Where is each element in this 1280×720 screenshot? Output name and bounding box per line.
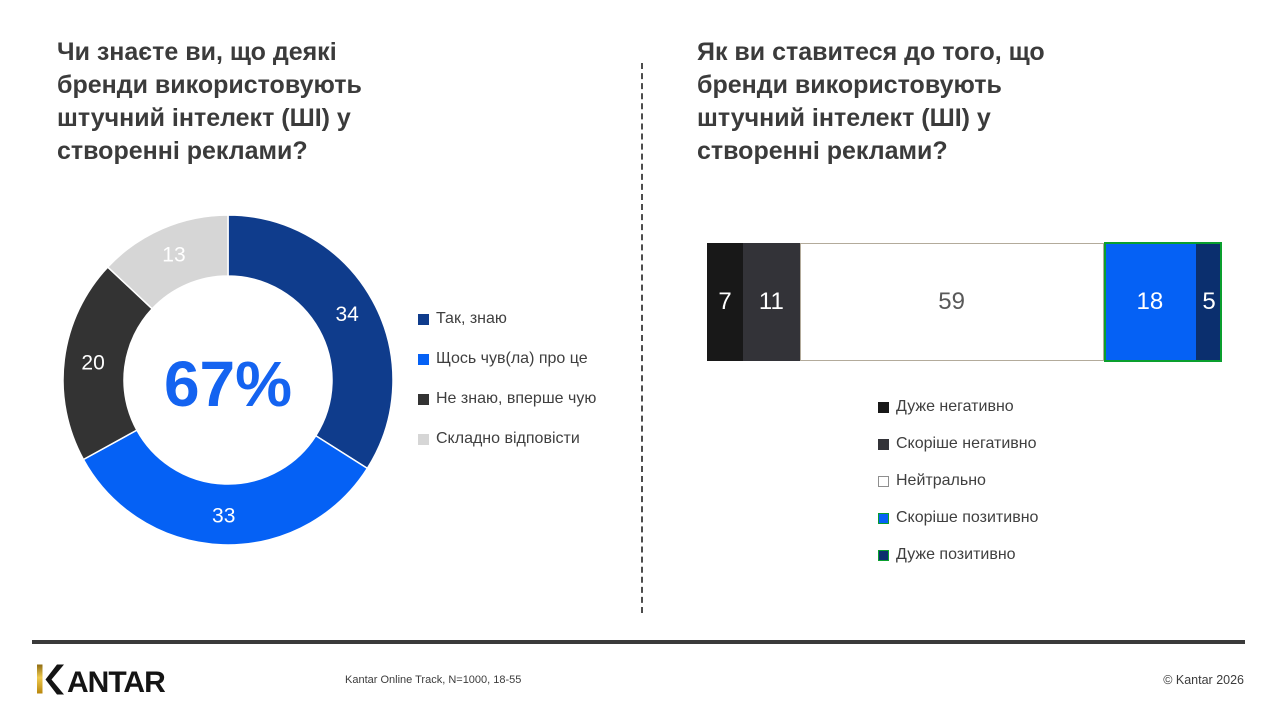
legend-label: Так, знаю [436, 310, 507, 327]
donut-segment [227, 214, 394, 470]
legend-item: Не знаю, вперше чую [418, 390, 596, 408]
legend-item: Дуже негативно [878, 398, 1038, 416]
legend-swatch [878, 549, 889, 561]
legend-label: Складно відповісти [436, 430, 580, 447]
stacked-bar: 7 11 59 18 5 [707, 242, 1222, 362]
footer-divider [32, 640, 1245, 644]
donut-segments: 34 33 20 13 [62, 214, 394, 546]
legend-swatch [418, 353, 429, 365]
kantar-logo-gold-stem [37, 664, 43, 694]
kantar-logo-rest: ANTAR [67, 666, 166, 697]
legend-label: Скоріше позитивно [896, 509, 1039, 526]
legend-swatch [878, 401, 889, 413]
donut-svg: 34 33 20 13 67% [62, 214, 394, 546]
legend-label: Дуже позитивно [896, 546, 1016, 563]
donut-value-label: 33 [212, 504, 235, 527]
copyright: © Kantar 2026 [1163, 673, 1244, 687]
donut-value-label: 34 [335, 303, 359, 326]
donut-segment [106, 214, 229, 310]
legend-label: Дуже негативно [896, 398, 1014, 415]
legend-item: Так, знаю [418, 310, 596, 328]
legend-swatch [878, 475, 889, 487]
bar-segment: 7 [707, 243, 744, 361]
donut-value-label: 13 [162, 244, 185, 267]
legend-label: Скоріше негативно [896, 435, 1037, 452]
legend-item: Щось чув(ла) про це [418, 350, 596, 368]
bar-segment: 5 [1196, 243, 1222, 361]
kantar-logo-k-chevron [45, 664, 64, 695]
donut-legend: Так, знаю Щось чув(ла) про це Не знаю, впе… [418, 310, 596, 448]
source-note: Kantar Online Track, N=1000, 18-55 [345, 674, 522, 686]
legend-item: Складно відповісти [418, 430, 596, 448]
legend-swatch [418, 313, 429, 325]
legend-item: Скоріше позитивно [878, 509, 1038, 527]
legend-swatch [878, 512, 889, 524]
legend-swatch [418, 393, 429, 405]
legend-item: Скоріше негативно [878, 435, 1038, 453]
legend-item: Нейтрально [878, 472, 1038, 490]
bar-chart-title: Як ви ставитеся до того, що бренди викор… [697, 38, 1045, 165]
donut-chart: 34 33 20 13 67% [58, 210, 398, 550]
legend-label: Не знаю, вперше чую [436, 390, 597, 407]
legend-label: Нейтрально [896, 472, 986, 489]
legend-swatch [418, 433, 429, 445]
donut-chart-title: Чи знаєте ви, що деякі бренди використов… [57, 38, 362, 165]
legend-label: Щось чув(ла) про це [436, 350, 588, 367]
donut-value-label: 20 [81, 351, 104, 374]
donut-segment [82, 429, 369, 546]
bar-legend: Дуже негативно Скоріше негативно Нейтральн… [878, 398, 1038, 564]
kantar-logo: ANTAR [37, 664, 167, 697]
donut-center-value: 67% [164, 348, 292, 420]
bar-segment: 18 [1103, 243, 1197, 361]
section-divider [641, 63, 643, 613]
legend-item: Дуже позитивно [878, 546, 1038, 564]
bar-segment: 59 [799, 243, 1104, 361]
legend-swatch [878, 438, 889, 450]
bar-segment: 11 [743, 243, 800, 361]
